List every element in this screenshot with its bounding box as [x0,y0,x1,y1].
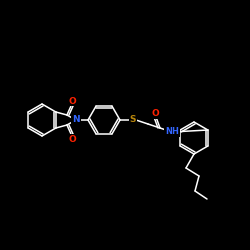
Text: O: O [68,134,76,143]
Text: N: N [72,116,80,124]
Text: O: O [68,96,76,106]
Text: O: O [151,110,159,118]
Text: NH: NH [165,128,179,136]
Text: S: S [130,116,136,124]
